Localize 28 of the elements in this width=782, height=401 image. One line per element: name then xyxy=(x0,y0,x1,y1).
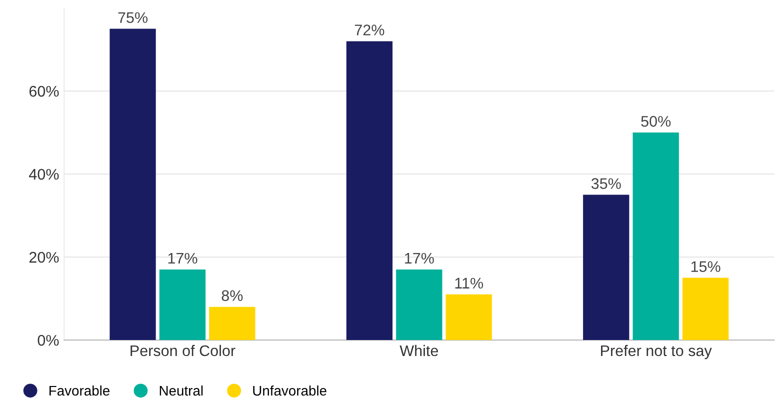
bar xyxy=(110,28,156,340)
data-label: 75% xyxy=(118,12,148,23)
bar xyxy=(396,269,442,340)
x-tick-label: White xyxy=(400,344,438,356)
bar xyxy=(632,132,679,340)
legend-label: Unfavorable xyxy=(253,385,326,396)
bar xyxy=(346,41,393,340)
data-label: 8% xyxy=(222,290,243,302)
y-tick-label: 60% xyxy=(29,86,59,97)
data-label: 35% xyxy=(591,178,621,189)
data-label: 15% xyxy=(691,261,720,272)
bar xyxy=(583,194,630,340)
bar xyxy=(209,306,256,340)
bar xyxy=(682,278,729,340)
y-tick-label: 40% xyxy=(29,168,59,180)
bar xyxy=(159,269,206,340)
legend-label: Neutral xyxy=(160,385,203,396)
x-tick-label: Person of Color xyxy=(130,344,236,356)
legend-label: Favorable xyxy=(50,385,110,396)
data-label: 72% xyxy=(354,24,384,36)
x-tick-label: Prefer not to say xyxy=(601,344,712,360)
data-label: 11% xyxy=(455,278,484,289)
y-tick-label: 20% xyxy=(29,252,59,263)
data-label: 17% xyxy=(405,252,434,264)
y-tick-label: 0% xyxy=(38,334,59,346)
data-label: 17% xyxy=(168,252,198,264)
bar xyxy=(446,294,492,340)
data-label: 50% xyxy=(641,116,671,127)
